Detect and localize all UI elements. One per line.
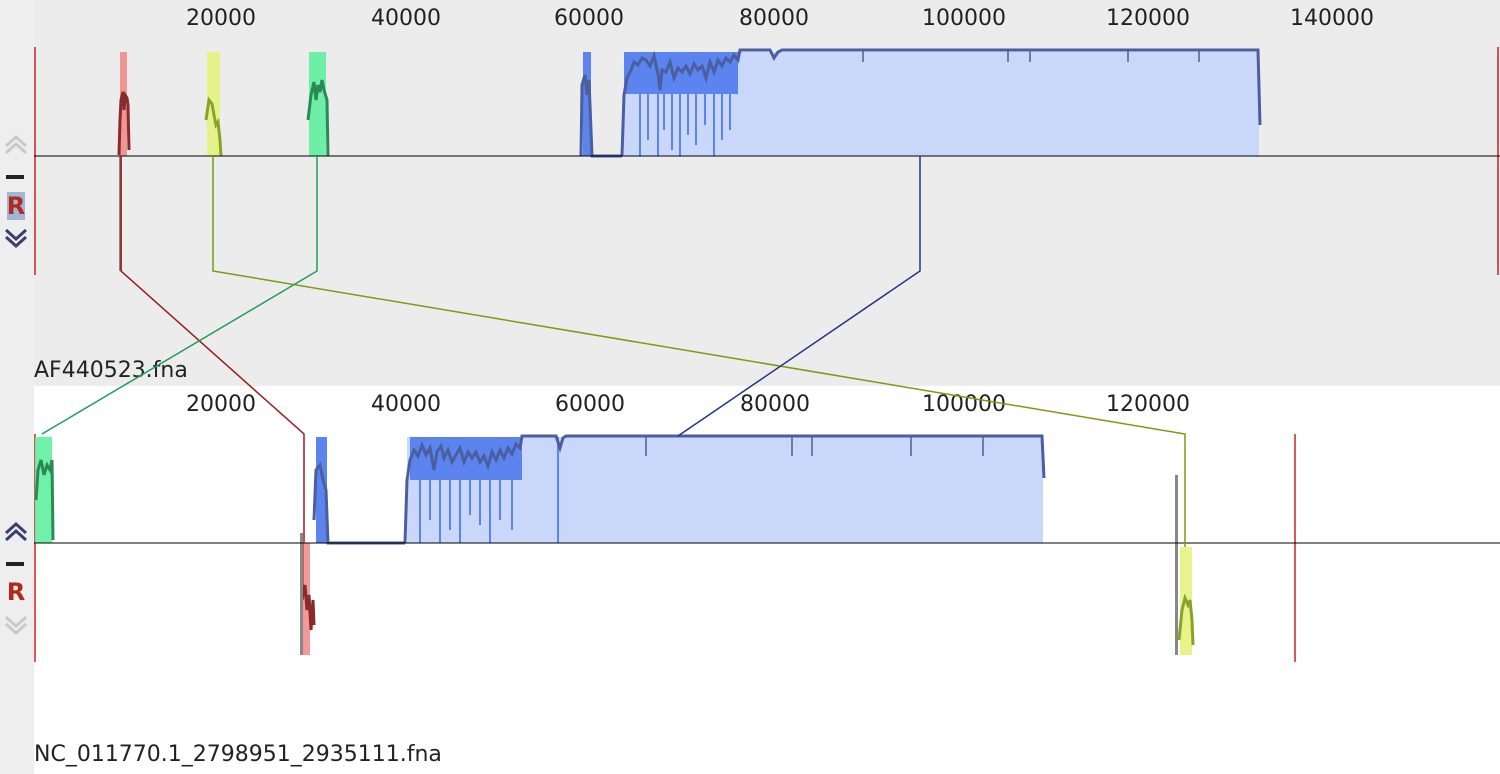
double-chevron-up-icon	[4, 521, 28, 542]
ruler-tick: 100000	[922, 6, 1006, 31]
ruler-tick: 40000	[371, 6, 441, 31]
shift-up-button-2[interactable]	[2, 518, 30, 546]
minus-button-2[interactable]	[2, 550, 30, 578]
shift-down-button-1[interactable]	[2, 224, 30, 252]
ruler-tick: 100000	[922, 392, 1006, 417]
sequence-name-2: NC_011770.1_2798951_2935111.fna	[34, 742, 442, 767]
ruler-1: 20000 40000 60000 80000 100000 120000 14…	[34, 0, 1500, 40]
shift-up-button-1[interactable]	[2, 131, 30, 159]
minus-button-1[interactable]	[2, 163, 30, 191]
minus-icon	[6, 175, 24, 179]
ruler-2: 20000 40000 60000 80000 100000 120000	[34, 386, 1500, 426]
ruler-tick: 40000	[371, 392, 441, 417]
genome-panel-1[interactable]: 20000 40000 60000 80000 100000 120000 14…	[34, 0, 1500, 386]
left-gutter-bottom	[0, 386, 34, 774]
ruler-tick: 60000	[555, 392, 625, 417]
panel-1-background	[34, 0, 1500, 386]
ruler-tick: 140000	[1290, 6, 1374, 31]
ruler-tick: 80000	[739, 6, 809, 31]
double-chevron-down-icon	[4, 228, 28, 249]
ruler-tick: 120000	[1106, 6, 1190, 31]
double-chevron-down-icon	[4, 615, 28, 636]
ruler-tick: 20000	[186, 6, 256, 31]
ruler-tick: 120000	[1106, 392, 1190, 417]
sequence-name-1: AF440523.fna	[34, 358, 188, 383]
reverse-r-icon: R	[6, 578, 26, 606]
reverse-button-1[interactable]: R	[2, 192, 30, 220]
reverse-r-icon: R	[6, 192, 26, 220]
ruler-tick: 80000	[740, 392, 810, 417]
minus-icon	[6, 562, 24, 566]
shift-down-button-2[interactable]	[2, 611, 30, 639]
ruler-tick: 60000	[554, 6, 624, 31]
genome-panel-2[interactable]: 20000 40000 60000 80000 100000 120000 NC…	[34, 386, 1500, 774]
double-chevron-up-icon	[4, 134, 28, 155]
reverse-button-2[interactable]: R	[2, 578, 30, 606]
ruler-tick: 20000	[186, 392, 256, 417]
panel-2-background	[34, 386, 1296, 774]
